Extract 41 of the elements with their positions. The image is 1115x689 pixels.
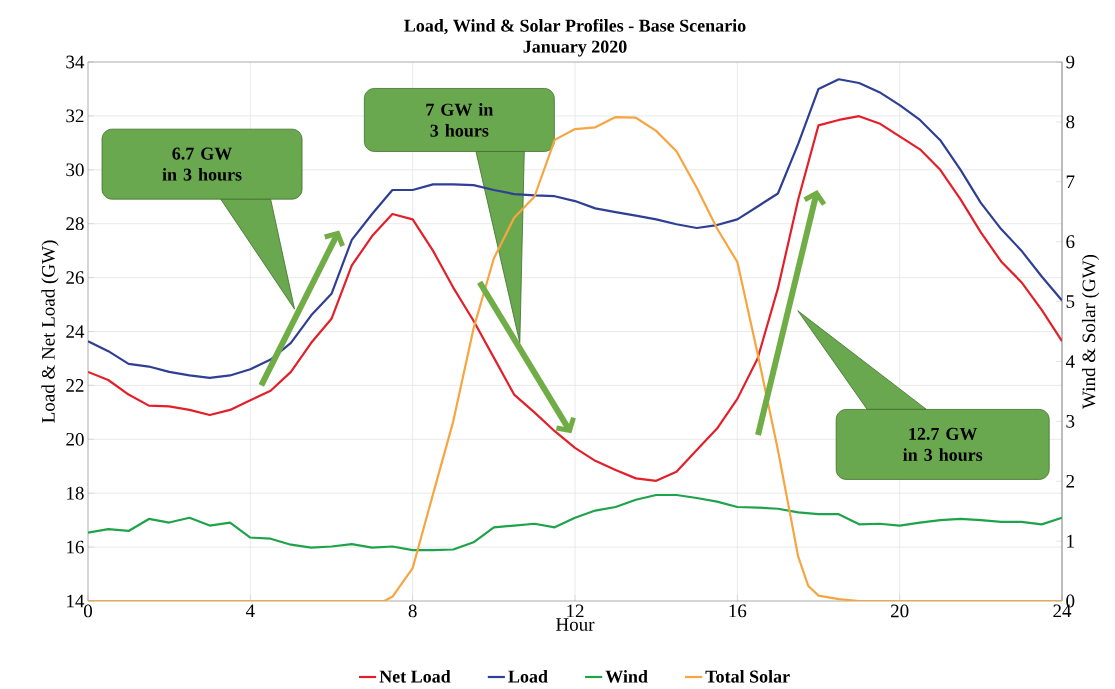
y-tick-label: 28 [66,217,84,231]
y-tick-label: 18 [67,486,84,500]
y2-tick-label: 8 [1066,115,1075,129]
y-axis-title: Load & Net Load (GW) [41,240,59,423]
y-tick-label: 14 [67,594,85,608]
x-tick-label: 0 [83,604,93,618]
y-tick-label: 22 [66,379,84,392]
chart-subtitle: January 2020 [523,40,627,57]
y-tick-label: 32 [66,109,84,123]
x-axis-title: Hour [556,618,595,631]
y2-tick-label: 2 [1066,474,1074,488]
y2-tick-label: 5 [1066,295,1075,308]
line-series [88,115,1063,482]
chart-title: Load, Wind & Solar Profiles - Base Scenario [404,18,746,35]
y2-tick-label: 1 [1067,534,1074,548]
y2-tick-label: 7 [1066,175,1075,188]
line-series [88,78,1063,379]
y-tick-label: 30 [66,163,84,177]
annotation: 7 GW in 3 hours [426,103,494,137]
y-tick-label: 34 [66,55,85,69]
y-tick-label: 24 [66,325,85,338]
x-tick-label: 20 [891,604,909,618]
legend-label: Load [508,670,548,683]
x-tick-label: 4 [245,604,255,618]
y2-tick-label: 4 [1065,355,1075,368]
annotation: 6.7 GW in 3 hours [162,147,242,181]
y-tick-label: 16 [67,540,84,554]
line-series [88,493,1063,552]
legend-label: Wind [605,670,648,683]
x-tick-label: 12 [567,604,584,618]
y2-tick-label: 9 [1066,55,1075,69]
y2-tick-label: 3 [1066,414,1075,428]
y-tick-label: 20 [66,432,84,446]
legend-label: Net Load [379,670,451,683]
y2-axis-title: Wind & Solar (GW) [1081,254,1100,409]
annotation: 12.7 GW in 3 hours [903,427,983,461]
legend-label: Total Solar [705,670,790,683]
y2-tick-label: 6 [1066,235,1075,249]
x-tick-label: 8 [408,604,417,618]
y-tick-label: 26 [66,271,84,284]
x-tick-label: 16 [729,604,747,618]
